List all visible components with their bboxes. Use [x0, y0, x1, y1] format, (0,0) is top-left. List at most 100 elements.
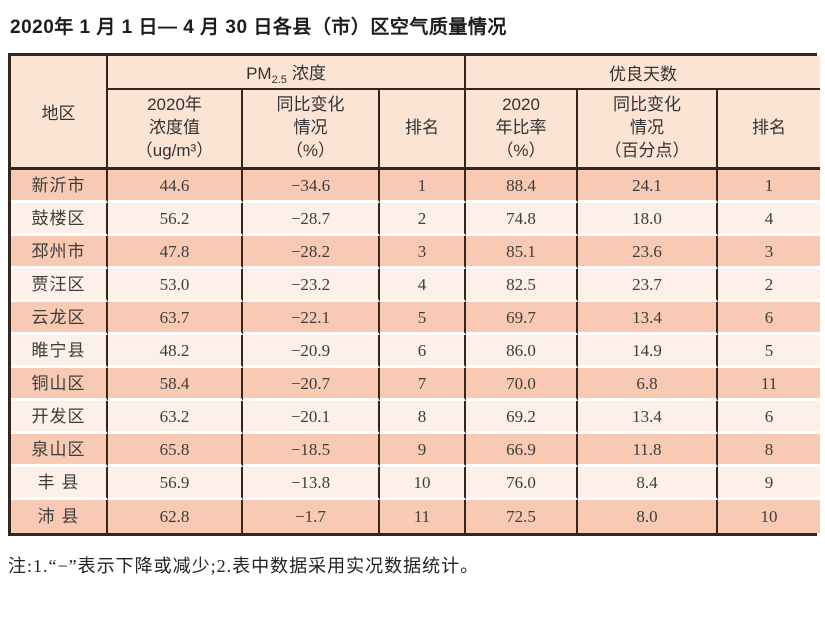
cell-days_rate: 85.1: [466, 236, 578, 269]
cell-pm_rank: 2: [380, 203, 466, 236]
column-header-days-rate: 2020 年比率 （%）: [466, 90, 578, 170]
cell-pm_rank: 7: [380, 368, 466, 401]
cell-days_rank: 11: [718, 368, 821, 401]
cell-pm_value: 62.8: [108, 500, 243, 533]
table-row: 开发区 63.2 −20.1 8 69.2 13.4 6: [11, 401, 821, 434]
page-title: 2020年 1 月 1 日— 4 月 30 日各县（市）区空气质量情况: [10, 17, 507, 38]
cell-days_change: 11.8: [578, 434, 718, 467]
cell-region: 贾汪区: [11, 269, 108, 302]
cell-days_change: 23.7: [578, 269, 718, 302]
cell-pm_value: 63.2: [108, 401, 243, 434]
table-row: 云龙区 63.7 −22.1 5 69.7 13.4 6: [11, 302, 821, 335]
cell-days_rate: 74.8: [466, 203, 578, 236]
table-row: 丰 县 56.9 −13.8 10 76.0 8.4 9: [11, 467, 821, 500]
column-header-pm-value: 2020年 浓度值 （ug/m³）: [108, 90, 243, 170]
cell-pm_value: 56.2: [108, 203, 243, 236]
cell-days_rate: 76.0: [466, 467, 578, 500]
cell-days_rate: 88.4: [466, 170, 578, 203]
cell-pm_change: −34.6: [243, 170, 380, 203]
cell-pm_change: −28.7: [243, 203, 380, 236]
column-group-pm25: PM2.5 浓度: [108, 56, 466, 90]
column-header-region: 地区: [11, 56, 108, 170]
cell-days_rate: 86.0: [466, 335, 578, 368]
cell-days_rank: 2: [718, 269, 821, 302]
cell-region: 鼓楼区: [11, 203, 108, 236]
cell-pm_rank: 8: [380, 401, 466, 434]
cell-days_rank: 6: [718, 401, 821, 434]
cell-pm_rank: 10: [380, 467, 466, 500]
column-header-days-rank: 排名: [718, 90, 821, 170]
cell-days_rank: 9: [718, 467, 821, 500]
cell-days_change: 6.8: [578, 368, 718, 401]
cell-days_change: 13.4: [578, 401, 718, 434]
cell-days_rank: 3: [718, 236, 821, 269]
cell-days_change: 8.4: [578, 467, 718, 500]
cell-days_rank: 4: [718, 203, 821, 236]
cell-pm_rank: 9: [380, 434, 466, 467]
pm25-label-prefix: PM: [246, 63, 272, 83]
cell-pm_value: 44.6: [108, 170, 243, 203]
cell-pm_rank: 1: [380, 170, 466, 203]
table-row: 新沂市 44.6 −34.6 1 88.4 24.1 1: [11, 170, 821, 203]
header-sub-row: 2020年 浓度值 （ug/m³） 同比变化 情况 （%） 排名 2020 年比…: [11, 90, 821, 170]
cell-days_rate: 69.2: [466, 401, 578, 434]
cell-region: 铜山区: [11, 368, 108, 401]
cell-pm_change: −23.2: [243, 269, 380, 302]
table-row: 铜山区 58.4 −20.7 7 70.0 6.8 11: [11, 368, 821, 401]
footnote: 注:1.“−”表示下降或减少;2.表中数据采用实况数据统计。: [8, 556, 480, 576]
cell-days_change: 18.0: [578, 203, 718, 236]
cell-region: 沛 县: [11, 500, 108, 533]
cell-region: 泉山区: [11, 434, 108, 467]
air-quality-table: 地区 PM2.5 浓度 优良天数 2020年 浓度值 （ug/m³） 同比变化 情…: [8, 53, 821, 536]
cell-pm_change: −13.8: [243, 467, 380, 500]
cell-region: 睢宁县: [11, 335, 108, 368]
cell-pm_rank: 4: [380, 269, 466, 302]
cell-days_change: 23.6: [578, 236, 718, 269]
cell-days_rank: 10: [718, 500, 821, 533]
cell-pm_value: 58.4: [108, 368, 243, 401]
cell-days_change: 24.1: [578, 170, 718, 203]
cell-pm_value: 63.7: [108, 302, 243, 335]
table-body: 新沂市 44.6 −34.6 1 88.4 24.1 1 鼓楼区 56.2 −28.7 2 74.8 1…: [11, 170, 821, 533]
column-group-good-days: 优良天数: [466, 56, 821, 90]
cell-pm_change: −18.5: [243, 434, 380, 467]
cell-region: 邳州市: [11, 236, 108, 269]
column-header-days-change: 同比变化 情况 （百分点）: [578, 90, 718, 170]
cell-days_rate: 66.9: [466, 434, 578, 467]
column-header-pm-change: 同比变化 情况 （%）: [243, 90, 380, 170]
cell-days_change: 14.9: [578, 335, 718, 368]
cell-pm_value: 53.0: [108, 269, 243, 302]
cell-days_rate: 70.0: [466, 368, 578, 401]
cell-days_rank: 6: [718, 302, 821, 335]
cell-pm_rank: 3: [380, 236, 466, 269]
cell-days_rank: 8: [718, 434, 821, 467]
cell-days_rate: 82.5: [466, 269, 578, 302]
cell-pm_rank: 6: [380, 335, 466, 368]
column-header-pm-rank: 排名: [380, 90, 466, 170]
table-row: 沛 县 62.8 −1.7 11 72.5 8.0 10: [11, 500, 821, 533]
cell-pm_value: 47.8: [108, 236, 243, 269]
cell-region: 开发区: [11, 401, 108, 434]
cell-region: 云龙区: [11, 302, 108, 335]
cell-pm_change: −20.9: [243, 335, 380, 368]
cell-days_change: 8.0: [578, 500, 718, 533]
cell-days_rate: 69.7: [466, 302, 578, 335]
table-row: 泉山区 65.8 −18.5 9 66.9 11.8 8: [11, 434, 821, 467]
pm25-label-suffix: 浓度: [291, 63, 326, 83]
cell-pm_rank: 11: [380, 500, 466, 533]
cell-pm_value: 56.9: [108, 467, 243, 500]
cell-pm_change: −20.7: [243, 368, 380, 401]
cell-region: 丰 县: [11, 467, 108, 500]
cell-days_rate: 72.5: [466, 500, 578, 533]
cell-pm_value: 65.8: [108, 434, 243, 467]
table-row: 邳州市 47.8 −28.2 3 85.1 23.6 3: [11, 236, 821, 269]
cell-days_rank: 1: [718, 170, 821, 203]
cell-pm_change: −22.1: [243, 302, 380, 335]
cell-region: 新沂市: [11, 170, 108, 203]
header-group-row: 地区 PM2.5 浓度 优良天数: [11, 56, 821, 170]
cell-pm_rank: 5: [380, 302, 466, 335]
cell-pm_value: 48.2: [108, 335, 243, 368]
cell-pm_change: −28.2: [243, 236, 380, 269]
pm25-label-subscript: 2.5: [271, 73, 287, 86]
cell-pm_change: −1.7: [243, 500, 380, 533]
